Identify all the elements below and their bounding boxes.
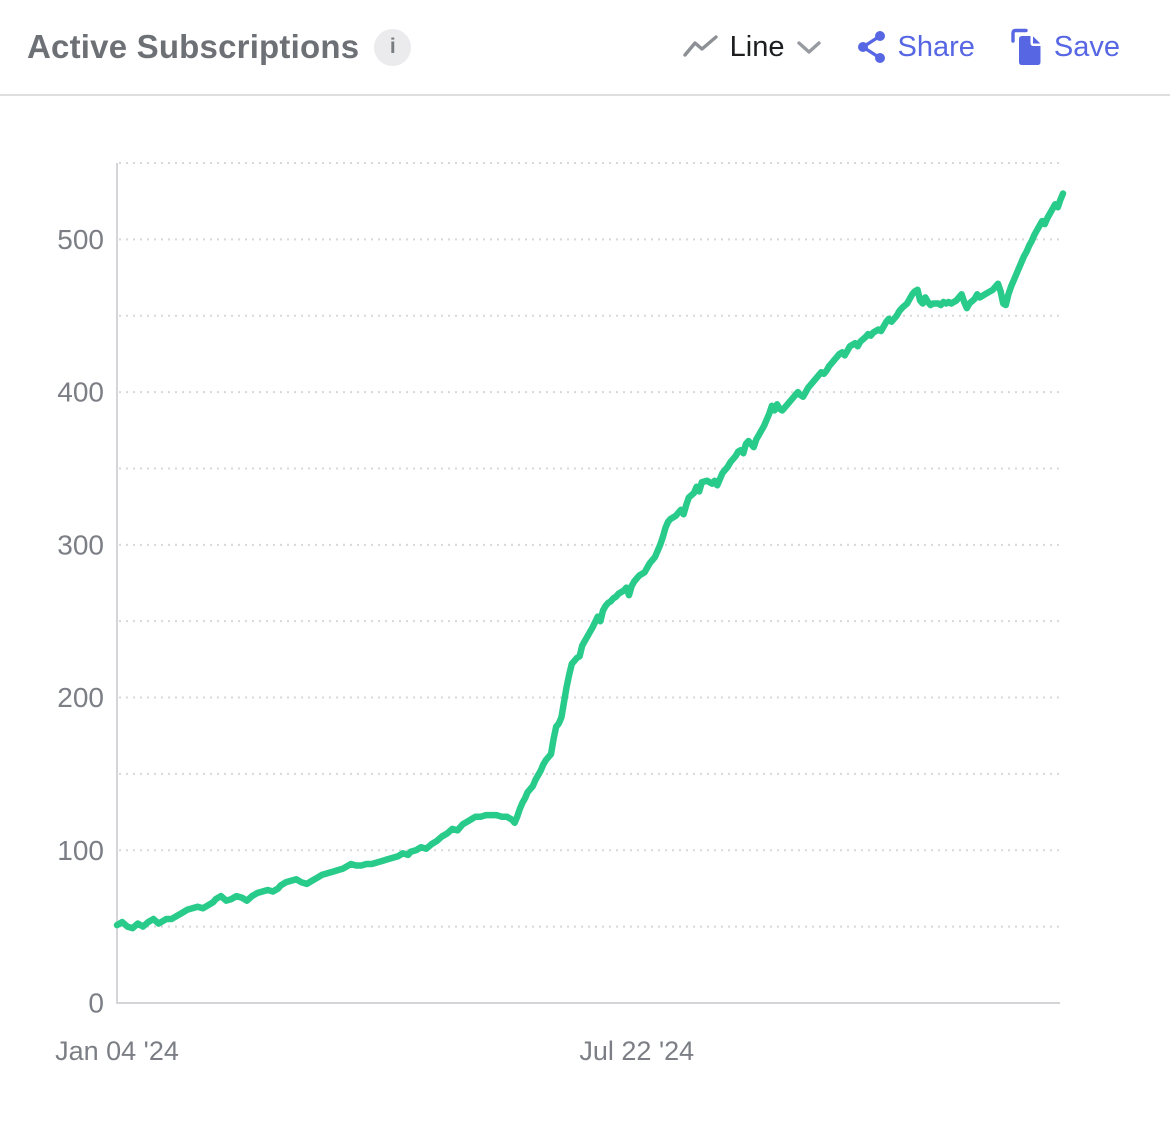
- share-button[interactable]: Share: [856, 30, 975, 64]
- y-axis-label: 500: [57, 224, 104, 255]
- y-axis-label: 0: [88, 988, 104, 1019]
- save-label: Save: [1053, 30, 1120, 63]
- y-axis-label: 100: [57, 835, 104, 866]
- share-label: Share: [897, 30, 975, 63]
- chart-header: Active Subscriptions i Line: [0, 0, 1170, 96]
- title-group: Active Subscriptions i: [27, 28, 412, 66]
- trend-line-icon: [682, 35, 718, 57]
- chevron-down-icon: [796, 40, 821, 54]
- chart-type-label: Line: [729, 30, 785, 63]
- y-axis-label: 200: [57, 682, 104, 713]
- chart-actions: Line Share: [682, 26, 1120, 68]
- share-icon: [857, 31, 885, 63]
- y-axis-label: 300: [57, 529, 104, 560]
- info-icon[interactable]: i: [374, 28, 412, 66]
- y-axis-label: 400: [57, 377, 104, 408]
- page-title: Active Subscriptions: [27, 28, 360, 65]
- x-axis-label: Jul 22 '24: [579, 1036, 694, 1066]
- save-button[interactable]: Save: [1009, 26, 1120, 68]
- save-copy-icon: [1011, 28, 1041, 65]
- plot-area[interactable]: [117, 163, 1060, 1003]
- series-line-active-subscriptions[interactable]: [113, 190, 1067, 932]
- chart-type-dropdown[interactable]: Line: [682, 30, 822, 63]
- x-axis-label: Jan 04 '24: [55, 1036, 179, 1066]
